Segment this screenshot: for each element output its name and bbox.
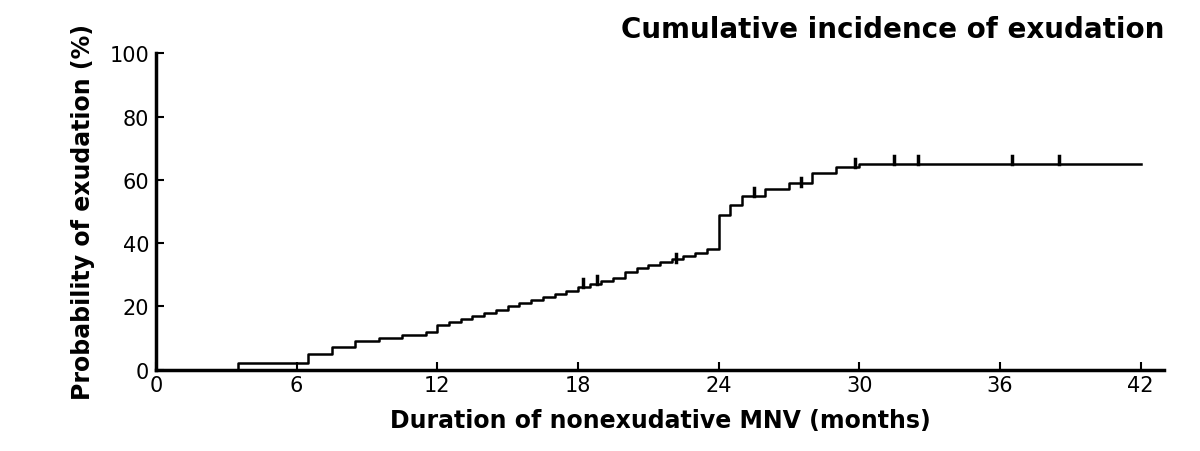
Y-axis label: Probability of exudation (%): Probability of exudation (%) — [72, 24, 96, 400]
X-axis label: Duration of nonexudative MNV (months): Duration of nonexudative MNV (months) — [390, 409, 930, 433]
Text: Cumulative incidence of exudation: Cumulative incidence of exudation — [620, 15, 1164, 43]
